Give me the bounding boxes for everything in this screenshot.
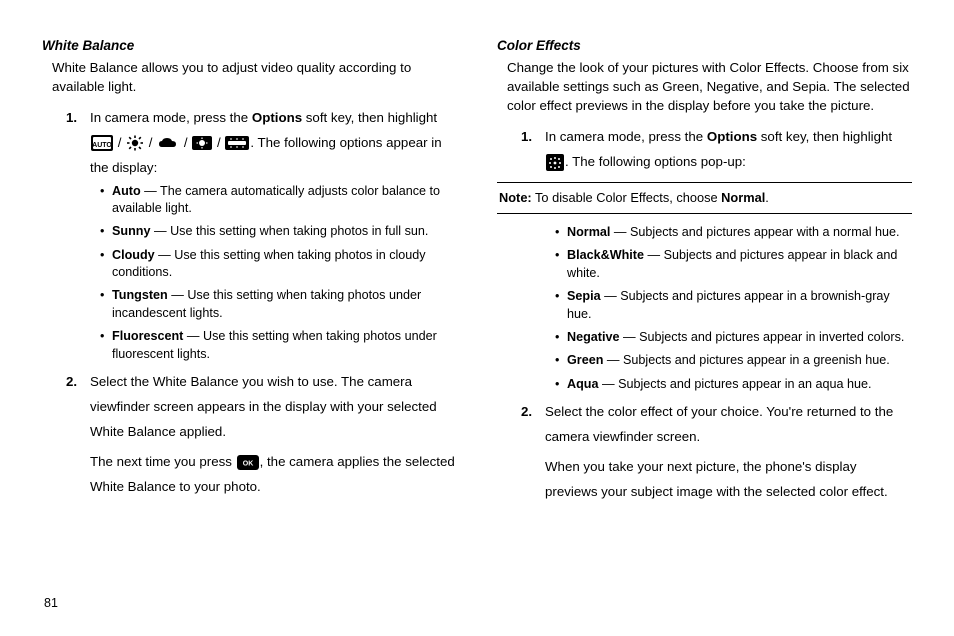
t: soft key, then highlight (302, 110, 437, 125)
wb-step2-text: Select the White Balance you wish to use… (90, 374, 437, 440)
opt-name: Sepia (567, 289, 601, 303)
opt-desc: — Use this setting when taking photos in… (112, 248, 426, 279)
t: In camera mode, press the (545, 129, 707, 144)
opt-name: Normal (567, 225, 610, 239)
ce-opt-green: Green — Subjects and pictures appear in … (555, 352, 912, 369)
opt-desc: — Use this setting when taking photos in… (150, 224, 428, 238)
t: Normal (721, 190, 765, 205)
wb-step-1: 1. In camera mode, press the Options sof… (66, 105, 457, 363)
wb-step1-text: In camera mode, press the Options soft k… (90, 110, 442, 176)
manual-page: White Balance White Balance allows you t… (0, 0, 954, 636)
wb-opt-sunny: Sunny — Use this setting when taking pho… (100, 223, 457, 240)
opt-name: Sunny (112, 224, 150, 238)
sep: / (145, 135, 156, 150)
opt-name: Cloudy (112, 248, 155, 262)
right-column: Color Effects Change the look of your pi… (497, 38, 912, 626)
options-label: Options (252, 110, 302, 125)
opt-desc: — Subjects and pictures appear with a no… (610, 225, 899, 239)
wb-sunny-icon (126, 135, 144, 151)
opt-name: Auto (112, 184, 141, 198)
wb-auto-icon: AUTO (91, 135, 113, 151)
ce-opt-bw: Black&White — Subjects and pictures appe… (555, 247, 912, 282)
wb-step2-p2: The next time you press OK, the camera a… (90, 449, 457, 500)
wb-opt-tungsten: Tungsten — Use this setting when taking … (100, 287, 457, 322)
wb-step-2: 2. Select the White Balance you wish to … (66, 369, 457, 499)
wb-steps: 1. In camera mode, press the Options sof… (42, 105, 457, 503)
ce-intro: Change the look of your pictures with Co… (497, 59, 912, 116)
wb-opt-cloudy: Cloudy — Use this setting when taking ph… (100, 247, 457, 282)
ce-steps-cont: Normal — Subjects and pictures appear wi… (497, 224, 912, 508)
sep: / (180, 135, 191, 150)
options-label: Options (707, 129, 757, 144)
wb-intro: White Balance allows you to adjust video… (42, 59, 457, 97)
ce-step-1-opts: Normal — Subjects and pictures appear wi… (521, 224, 912, 393)
opt-name: Aqua (567, 377, 598, 391)
step-number: 1. (66, 105, 77, 130)
ce-step-2: 2. Select the color effect of your choic… (521, 399, 912, 504)
opt-desc: — The camera automatically adjusts color… (112, 184, 440, 215)
t: . The following options pop-up: (565, 154, 746, 169)
color-effects-icon (546, 154, 564, 171)
opt-desc: — Subjects and pictures appear in a brow… (567, 289, 890, 320)
note-label: Note: (499, 190, 532, 205)
sep: / (213, 135, 224, 150)
ce-step1-text: In camera mode, press the Options soft k… (545, 129, 892, 169)
t: In camera mode, press the (90, 110, 252, 125)
opt-name: Tungsten (112, 288, 168, 302)
sep: / (114, 135, 125, 150)
wb-opt-fluorescent: Fluorescent — Use this setting when taki… (100, 328, 457, 363)
opt-desc: — Subjects and pictures appear in invert… (620, 330, 905, 344)
wb-fluorescent-icon (225, 135, 249, 151)
svg-text:AUTO: AUTO (92, 142, 112, 149)
step-number: 1. (521, 124, 532, 149)
left-column: White Balance White Balance allows you t… (42, 38, 457, 626)
opt-name: Black&White (567, 248, 644, 262)
ce-opt-normal: Normal — Subjects and pictures appear wi… (555, 224, 912, 241)
wb-cloudy-icon (157, 135, 179, 151)
step-number: 2. (66, 369, 77, 394)
ce-note: Note: To disable Color Effects, choose N… (497, 182, 912, 214)
wb-options-list: Auto — The camera automatically adjusts … (90, 183, 457, 363)
ok-key-icon: OK (237, 455, 259, 470)
t: . (765, 190, 769, 205)
wb-tungsten-icon (192, 135, 212, 151)
page-number: 81 (44, 596, 58, 610)
svg-text:OK: OK (242, 460, 253, 467)
ce-step2-text: Select the color effect of your choice. … (545, 404, 893, 444)
wb-title: White Balance (42, 38, 457, 53)
ce-title: Color Effects (497, 38, 912, 53)
t: To disable Color Effects, choose (532, 190, 721, 205)
ce-step2-p2: When you take your next picture, the pho… (545, 454, 912, 505)
ce-opt-negative: Negative — Subjects and pictures appear … (555, 329, 912, 346)
opt-desc: — Subjects and pictures appear in an aqu… (598, 377, 871, 391)
t: The next time you press (90, 454, 236, 469)
ce-steps: 1. In camera mode, press the Options sof… (497, 124, 912, 175)
opt-name: Fluorescent (112, 329, 183, 343)
ce-opt-aqua: Aqua — Subjects and pictures appear in a… (555, 376, 912, 393)
ce-options-list: Normal — Subjects and pictures appear wi… (545, 224, 912, 393)
ce-opt-sepia: Sepia — Subjects and pictures appear in … (555, 288, 912, 323)
t: soft key, then highlight (757, 129, 892, 144)
opt-name: Green (567, 353, 603, 367)
step-number: 2. (521, 399, 532, 424)
opt-name: Negative (567, 330, 620, 344)
wb-opt-auto: Auto — The camera automatically adjusts … (100, 183, 457, 218)
opt-desc: — Subjects and pictures appear in a gree… (603, 353, 889, 367)
ce-step-1: 1. In camera mode, press the Options sof… (521, 124, 912, 175)
